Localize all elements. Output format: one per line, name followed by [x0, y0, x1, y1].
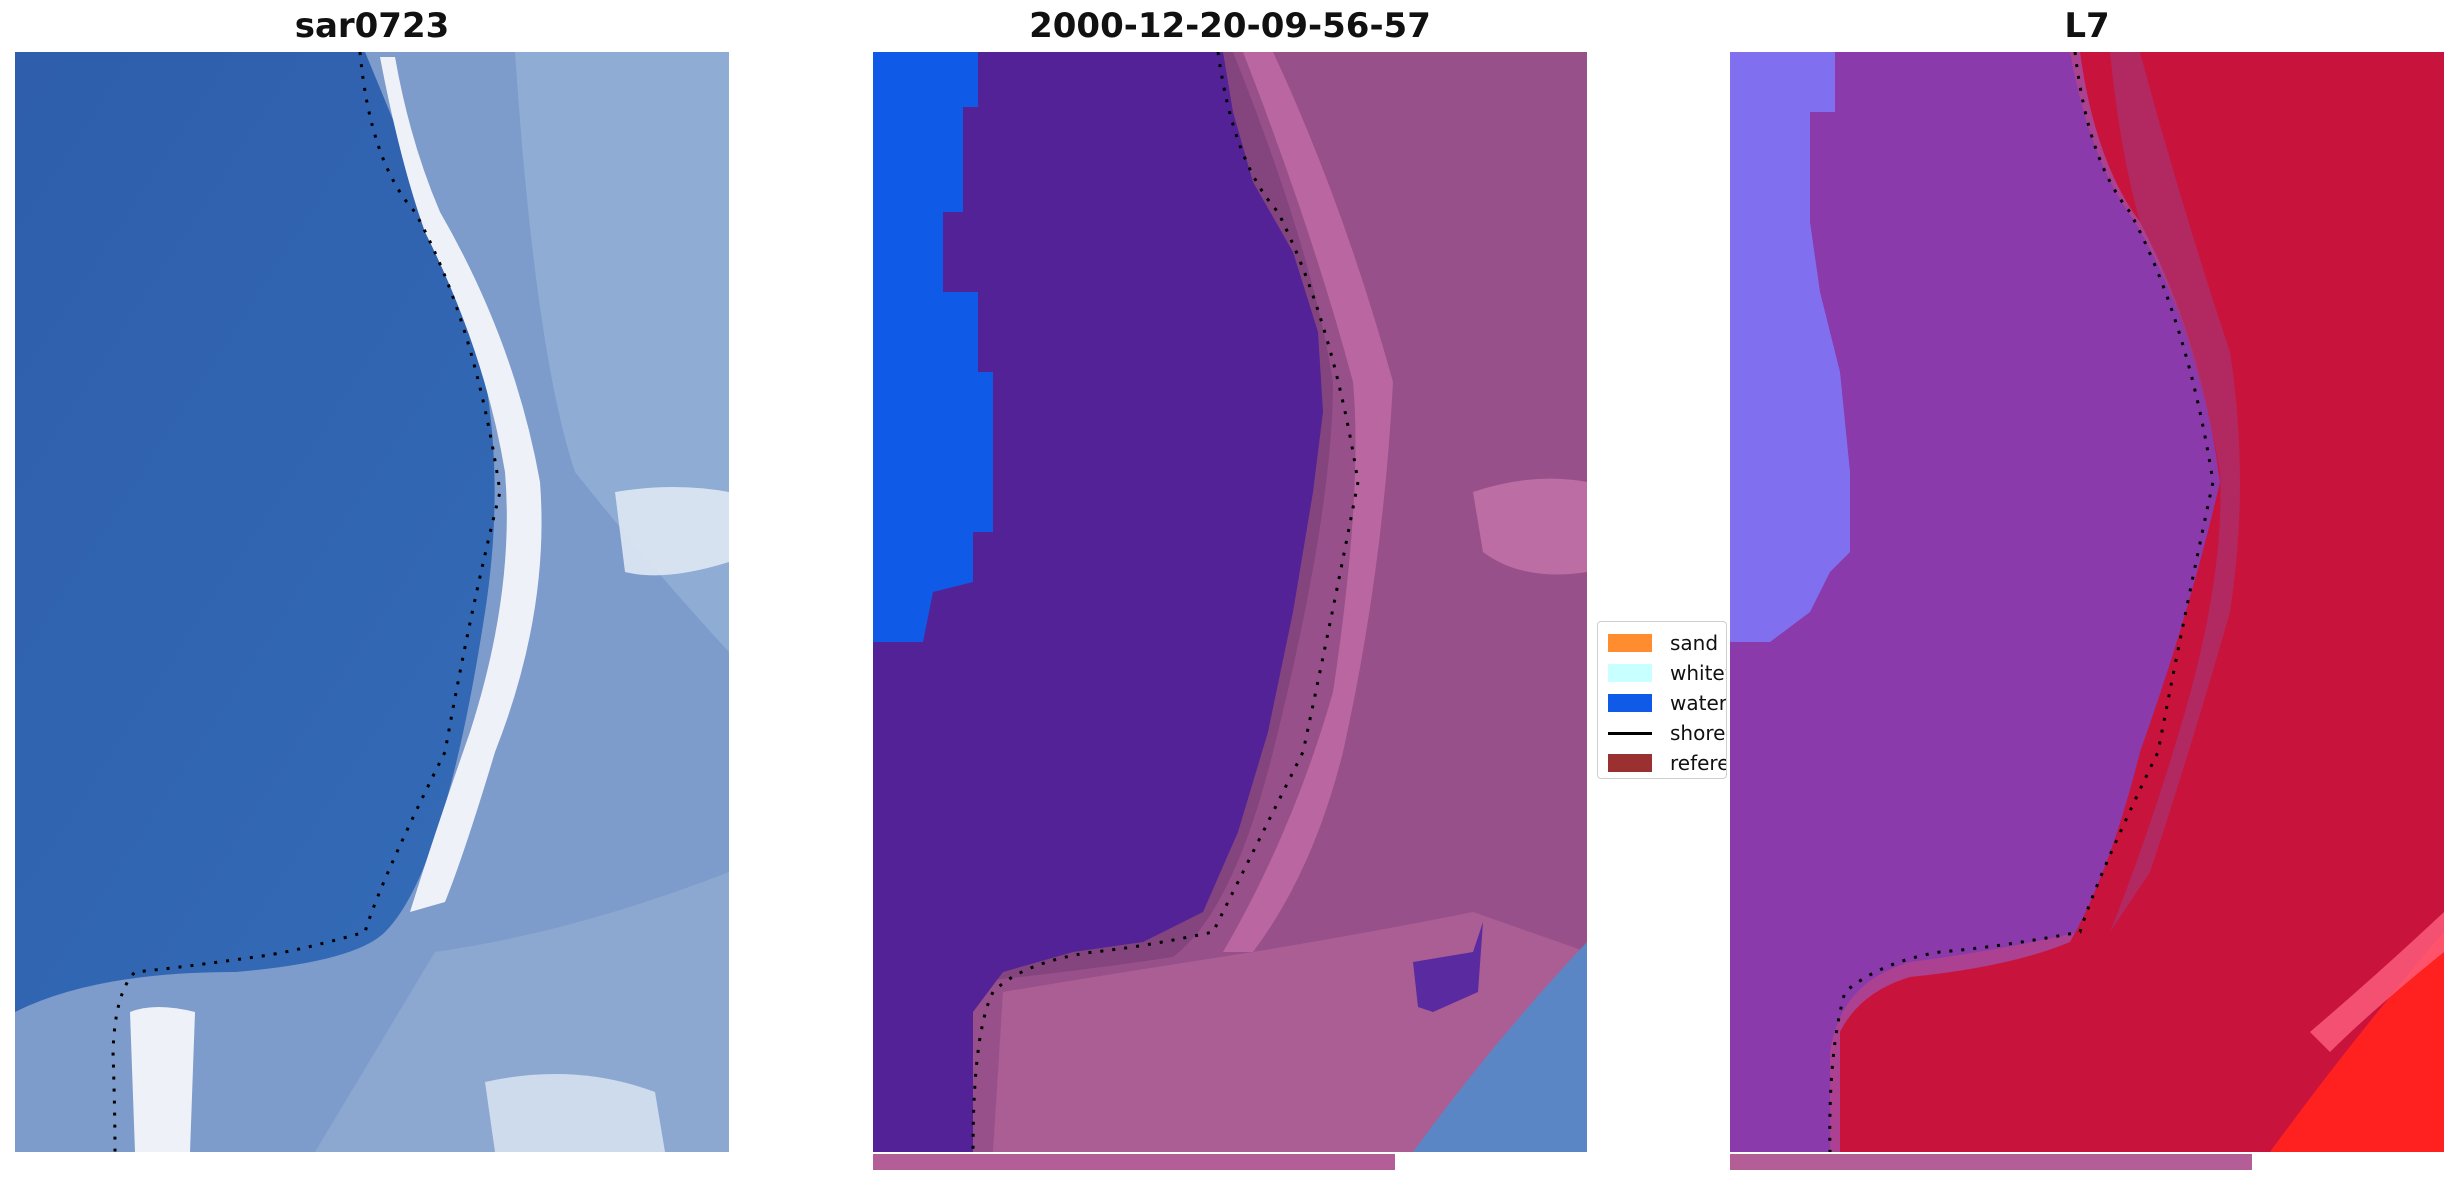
shoreline — [971, 52, 1360, 1152]
surf-band — [380, 57, 542, 912]
legend-label: sand — [1670, 631, 1719, 655]
land-area — [973, 52, 1587, 1152]
panel-title-falsecolor: L7 — [2064, 6, 2110, 46]
rgb-image — [15, 52, 729, 1152]
shoreline-line-icon — [1608, 731, 1652, 735]
panel-title-classified: 2000-12-20-09-56-57 — [1029, 6, 1431, 46]
falsecolor-image — [1730, 52, 2444, 1152]
sand-swatch — [1608, 634, 1652, 652]
water-class — [873, 52, 993, 642]
legend-item-reference: reference — [1608, 750, 1726, 776]
falsecolor-image-panel — [1730, 52, 2444, 1152]
classified-image-panel — [873, 52, 1587, 1152]
legend-item-shoreline: shoreline — [1608, 720, 1726, 746]
water-swatch — [1608, 694, 1652, 712]
legend-label: shoreline — [1670, 721, 1726, 745]
water-area — [1730, 52, 1850, 642]
classified-image — [873, 52, 1587, 1152]
panel-title-rgb: sar0723 — [294, 6, 450, 46]
rgb-image-panel — [15, 52, 729, 1152]
legend-label: water — [1670, 691, 1727, 715]
reference-swatch — [1608, 754, 1652, 772]
classified-bottom-strip — [873, 1154, 1395, 1170]
legend-label: reference — [1670, 751, 1726, 775]
whitewater-swatch — [1608, 664, 1652, 682]
legend-item-sand: sand — [1608, 630, 1718, 656]
shoreline — [1828, 52, 2215, 1152]
falsecolor-bottom-strip — [1730, 1154, 2252, 1170]
land-area — [1840, 52, 2444, 1152]
legend-item-water: water — [1608, 690, 1727, 716]
sea-class — [873, 52, 1323, 1152]
